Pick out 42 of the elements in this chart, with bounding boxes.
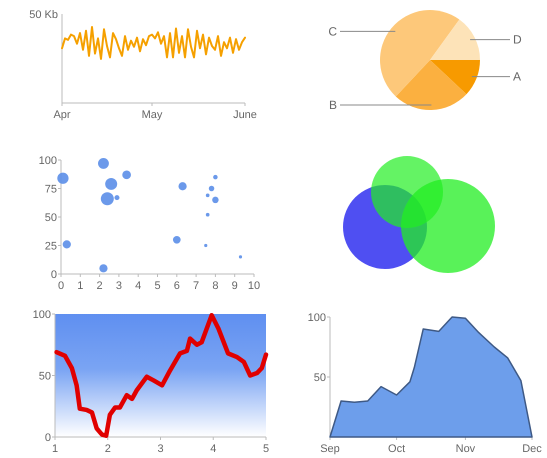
x-tick-label: 4 [135, 280, 142, 292]
slice-label: D [513, 32, 522, 47]
y-tick-label: 0 [44, 432, 51, 444]
x-tick-label: Oct [388, 443, 406, 455]
x-tick-label: 10 [248, 280, 260, 292]
x-tick-label: 9 [232, 280, 238, 292]
x-tick-label: 4 [210, 443, 216, 455]
y-tick-label: 50 [314, 372, 326, 384]
slice-label: B [328, 98, 337, 112]
x-tick-label: 2 [96, 280, 103, 292]
x-tick-label: Sep [320, 443, 340, 455]
slice-label: A [513, 70, 522, 84]
pie-slice [380, 10, 460, 96]
x-tick-label: 1 [77, 280, 84, 292]
x-tick-label: June [233, 109, 257, 121]
x-tick-label: 5 [154, 280, 161, 292]
y-tick-label: 100 [308, 312, 326, 324]
slice-label: C [328, 24, 338, 38]
x-tick-label: 8 [212, 280, 218, 292]
pie-slice [430, 60, 480, 94]
y-tick-label: 25 [44, 240, 57, 252]
x-tick-label: Apr [53, 109, 71, 121]
y-tick-label: 50 [44, 212, 57, 224]
x-tick-label: 5 [262, 443, 270, 455]
x-tick-label: 0 [58, 280, 64, 292]
y-tick-label: 75 [44, 184, 57, 196]
y-axis-title: 50 Kb [29, 9, 58, 21]
x-tick-label: 6 [174, 280, 180, 292]
x-tick-label: 1 [52, 443, 58, 455]
x-tick-label: Dec [522, 443, 542, 455]
pie-slice [430, 20, 480, 60]
x-tick-label: 2 [104, 443, 111, 455]
x-tick-label: Nov [456, 443, 476, 455]
y-tick-label: 0 [50, 269, 57, 281]
x-tick-label: 3 [157, 443, 164, 455]
y-tick-label: 100 [38, 155, 57, 167]
x-tick-label: 3 [116, 280, 122, 292]
x-tick-label: May [142, 109, 163, 121]
pie-slice [396, 60, 466, 110]
x-tick-label: 7 [193, 280, 200, 292]
y-tick-label: 100 [32, 309, 51, 321]
y-tick-label: 50 [38, 370, 51, 382]
